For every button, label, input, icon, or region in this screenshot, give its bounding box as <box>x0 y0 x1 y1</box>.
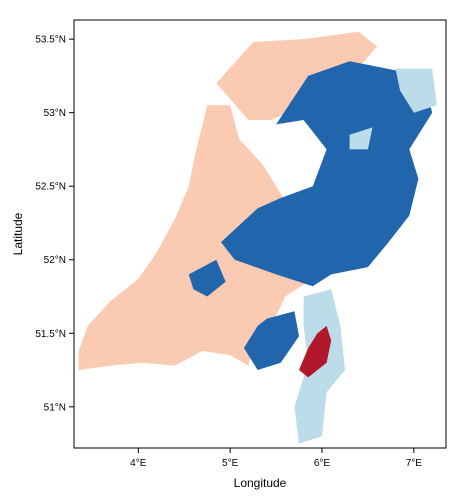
x-tick-label: 5°E <box>222 458 239 469</box>
map-region-blue-4 <box>188 259 226 297</box>
map-region-light-blue-6 <box>395 68 437 113</box>
map-regions <box>78 31 437 444</box>
map-region-red-8 <box>299 325 332 378</box>
x-axis-title: Longitude <box>234 476 287 490</box>
map-region-light-blue-7 <box>349 127 373 150</box>
y-tick-label: 51°N <box>44 402 66 413</box>
map-region-salmon-1 <box>216 31 378 120</box>
y-axis-title: Latitude <box>11 212 25 255</box>
y-tick-label: 53°N <box>44 108 66 119</box>
x-axis: 4°E 5°E 6°E 7°E <box>130 448 422 469</box>
x-tick-label: 6°E <box>314 458 331 469</box>
plot-frame <box>73 19 447 449</box>
y-tick-label: 52°N <box>44 255 66 266</box>
map-region-blue-3 <box>243 311 299 370</box>
y-tick-label: 53.5°N <box>35 35 66 46</box>
y-tick-label: 52.5°N <box>35 182 66 193</box>
x-tick-label: 4°E <box>130 458 147 469</box>
x-tick-label: 7°E <box>406 458 423 469</box>
y-axis: 51°N 51.5°N 52°N 52.5°N 53°N 53.5°N <box>35 35 74 413</box>
map-region-salmon-0 <box>78 105 345 371</box>
y-tick-label: 51.5°N <box>35 329 66 340</box>
map-region-blue-2 <box>221 61 433 287</box>
